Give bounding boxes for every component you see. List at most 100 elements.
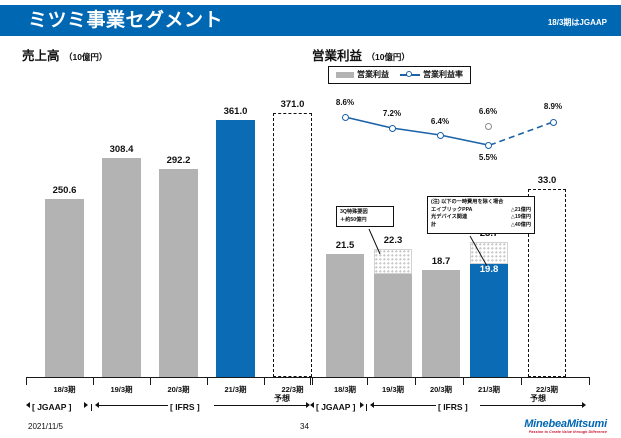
- profit-bar-19-hatch: [374, 249, 412, 274]
- profit-bar-label-20: 18.7: [431, 256, 451, 267]
- operating-margin-solid-path: [344, 116, 489, 146]
- profit-ifrs-label: [ IFRS ]: [438, 402, 468, 412]
- operating-margin-label-20: 6.4%: [430, 117, 450, 126]
- operating-margin-label-18: 8.6%: [335, 98, 355, 107]
- profit-ifrs-arrow-right: [582, 402, 586, 408]
- profit-ifrs-arrow-left: [370, 402, 374, 408]
- revenue-tick-label-19: 19/3期: [110, 385, 133, 394]
- profit-tick-label-18: 18/3期: [333, 385, 357, 394]
- profit-tick-label-21: 21/3期: [477, 385, 501, 394]
- operating-margin-point-18: [341, 113, 349, 121]
- profit-axis-tick-0: [310, 378, 311, 385]
- callout-1-line-1: 3Q特殊要因: [340, 209, 368, 215]
- revenue-tick-label-18: 18/3期: [53, 385, 76, 394]
- revenue-ifrs-line-right: [214, 404, 306, 406]
- profit-bar-label-19: 22.3: [383, 235, 403, 246]
- callout-2-head: (注) 以下の一時費用を除く場合: [431, 199, 504, 205]
- right-chart-title-text: 営業利益: [312, 49, 363, 63]
- callout-2-row-1-value: △19億円: [510, 214, 531, 221]
- profit-bar-20: [422, 270, 460, 377]
- left-chart-title-text: 売上高: [22, 49, 60, 63]
- revenue-bar-19: [102, 158, 141, 377]
- revenue-bar-label-18: 250.6: [52, 185, 77, 196]
- revenue-forecast-label: 予想: [274, 394, 290, 403]
- operating-margin-point-21-adjusted: [484, 122, 492, 130]
- revenue-bar-label-22: 371.0: [280, 99, 305, 110]
- operating-margin-point-21: [484, 141, 492, 149]
- profit-axis-line: [310, 376, 590, 378]
- operating-margin-label-19: 7.2%: [382, 109, 402, 118]
- revenue-axis-line: [26, 376, 313, 378]
- operating-margin-label-22: 8.9%: [543, 102, 563, 111]
- company-logo-name: MinebeaMitsumi: [524, 418, 607, 430]
- left-chart-title: 売上高 （10億円）: [22, 45, 107, 65]
- profit-bar-18: [326, 254, 364, 377]
- company-logo-tagline: Passion to Create Value through Differen…: [528, 430, 607, 434]
- profit-ifrs-line-left: [374, 404, 436, 406]
- legend-line-label: 営業利益率: [423, 70, 463, 79]
- callout-2-row-0-label: エイブリックPPA: [431, 206, 473, 213]
- profit-tick-label-22: 22/3期: [535, 385, 559, 394]
- profit-axis-tick-4: [521, 378, 522, 385]
- profit-forecast-label: 予想: [530, 394, 546, 403]
- revenue-bar-label-20: 292.2: [166, 155, 191, 166]
- profit-ifrs-line-right: [480, 404, 582, 406]
- revenue-bar-20: [159, 169, 198, 377]
- profit-axis-tick-2: [415, 378, 416, 385]
- revenue-jgaap-arrow-right: [84, 402, 88, 408]
- profit-bar-label-18: 21.5: [335, 240, 355, 251]
- revenue-ifrs-arrow-right: [306, 402, 310, 408]
- right-chart-title-unit: （10億円）: [366, 52, 410, 62]
- callout-2-row-0-value: △21億円: [510, 206, 531, 213]
- callout-1-line-2: ＋約50億円: [340, 216, 367, 223]
- callout-2-row-2: 計 △40億円: [431, 222, 531, 230]
- callout-2-row-2-label: 計: [431, 221, 437, 228]
- revenue-axis-tick-1: [93, 378, 94, 385]
- profit-axis-tick-1: [367, 378, 368, 385]
- legend-item-line: 営業利益率: [400, 69, 463, 80]
- callout-3q-special-factor: 3Q特殊要因 ＋約50億円: [336, 206, 394, 227]
- operating-margin-point-20: [436, 131, 444, 139]
- operating-profit-legend: 営業利益 営業利益率: [328, 66, 471, 84]
- operating-margin-point-22: [549, 118, 557, 126]
- revenue-axis-tick-0: [26, 378, 27, 385]
- legend-bar-label: 営業利益: [357, 70, 389, 79]
- header-note: 18/3期はJGAAP: [547, 18, 607, 27]
- operating-margin-point-19: [388, 124, 396, 132]
- profit-tick-label-20: 20/3期: [429, 385, 453, 394]
- profit-jgaap-label: [ JGAAP ]: [316, 402, 356, 412]
- revenue-tick-label-20: 20/3期: [167, 385, 190, 394]
- revenue-band-divider: [91, 404, 92, 411]
- profit-bar-label-22: 33.0: [537, 175, 557, 186]
- right-chart-title: 営業利益 （10億円）: [312, 45, 410, 65]
- revenue-axis-tick-4: [264, 378, 265, 385]
- revenue-jgaap-label: [ JGAAP ]: [32, 402, 72, 412]
- operating-margin-line-svg: [344, 116, 554, 146]
- profit-bar-21-hatch: [470, 242, 508, 264]
- profit-tick-label-19: 19/3期: [381, 385, 405, 394]
- revenue-ifrs-line-left: [99, 404, 168, 406]
- legend-line-swatch-icon: [400, 70, 420, 79]
- revenue-ifrs-label: [ IFRS ]: [170, 402, 200, 412]
- revenue-bar-18: [45, 199, 84, 377]
- revenue-jgaap-arrow-left: [26, 402, 30, 408]
- callout-2-row-0: エイブリックPPA △21億円: [431, 207, 531, 215]
- profit-axis-tick-3: [463, 378, 464, 385]
- revenue-axis-tick-3: [207, 378, 208, 385]
- revenue-tick-label-22: 22/3期: [281, 385, 304, 394]
- callout-2-row-1-label: 光デバイス関連: [431, 214, 468, 221]
- revenue-bar-label-21: 361.0: [223, 106, 248, 117]
- operating-margin-dashed-path: [489, 121, 554, 146]
- revenue-bar-21: [216, 120, 255, 377]
- profit-bar-19: [374, 274, 412, 377]
- revenue-bar-22-forecast: [273, 113, 312, 377]
- profit-jgaap-arrow-right: [360, 402, 364, 408]
- profit-bar-inner-label-21: 19.8: [479, 264, 499, 275]
- revenue-bar-label-19: 308.4: [109, 144, 134, 155]
- left-chart-title-unit: （10億円）: [63, 52, 108, 62]
- revenue-tick-label-21: 21/3期: [224, 385, 247, 394]
- slide-header-bar: ミツミ事業セグメント 18/3期はJGAAP: [0, 5, 621, 36]
- profit-axis-tick-5: [589, 378, 590, 385]
- operating-profit-chart: 営業利益 営業利益率 8.6% 7.2% 6.4% 5.5% 6.6% 8.9%: [310, 62, 610, 412]
- callout-one-time-costs: (注) 以下の一時費用を除く場合 エイブリックPPA △21億円 光デバイス関連…: [427, 196, 535, 234]
